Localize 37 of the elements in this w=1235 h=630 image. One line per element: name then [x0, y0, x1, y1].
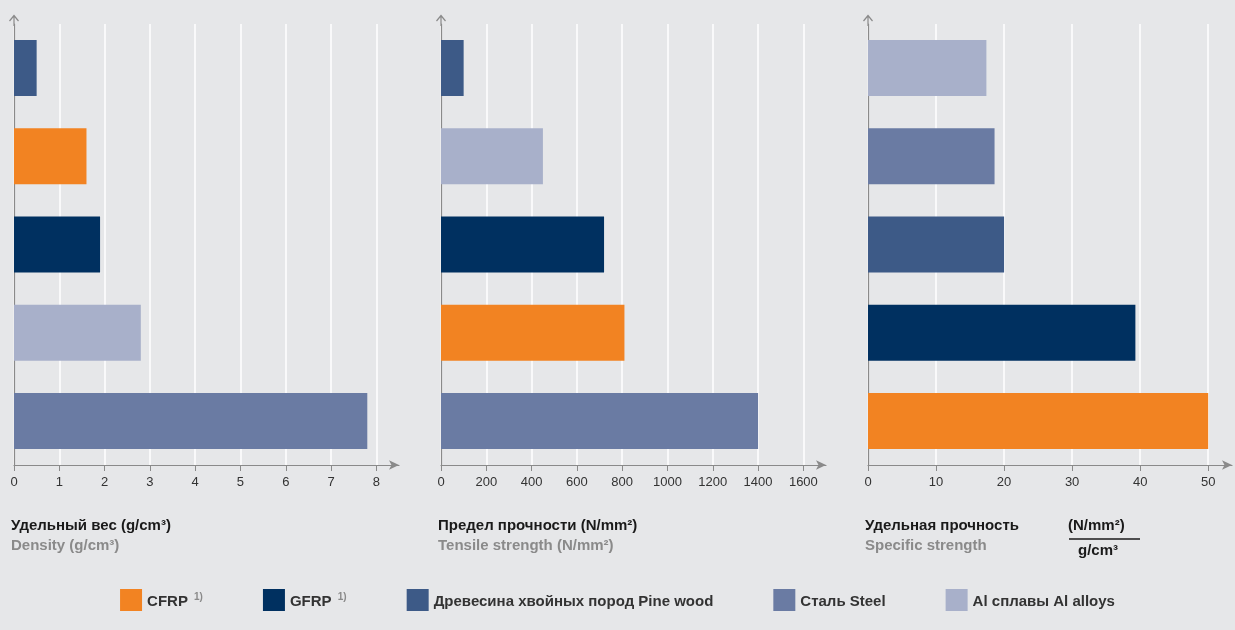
x-tick-label: 50	[1200, 474, 1216, 489]
x-tick-label: 0	[10, 474, 18, 489]
x-axis-title: Удельный вес (g/cm³)	[11, 516, 171, 533]
x-axis-title: Удельная прочность	[865, 516, 1019, 533]
text: (N/mm²)	[1068, 516, 1125, 533]
x-tick-label: 0	[864, 474, 872, 489]
legend-label: Сталь Steel	[800, 591, 886, 609]
text: Density (g/cm³)	[11, 536, 120, 553]
x-tick-label: 1400	[743, 474, 773, 489]
x-tick-label: 4	[191, 474, 199, 489]
x-axis-title: Предел прочности (N/mm²)	[438, 516, 638, 533]
x-tick-label: 800	[611, 474, 634, 489]
x-tick-label: 600	[566, 474, 588, 489]
x-tick-label: 8	[372, 474, 380, 489]
text: Specific strength	[865, 536, 987, 553]
text: Tensile strength (N/mm²)	[438, 536, 614, 553]
x-tick-label: 5	[236, 474, 245, 489]
x-tick-label: 1	[55, 474, 63, 489]
x-tick-label: 20	[996, 474, 1012, 489]
x-tick-label: 7	[327, 474, 335, 489]
x-tick-label: 200	[475, 474, 498, 489]
legend-label: CFRP 1)	[147, 590, 203, 609]
legend-label: Древесина хвойных пород Pine wood	[433, 591, 714, 609]
legend-label: Al сплавы Al alloys	[972, 591, 1115, 609]
x-tick-label: 1600	[788, 474, 818, 489]
x-tick-label: 3	[146, 474, 154, 489]
x-tick-label: 0	[437, 474, 445, 489]
x-tick-label: 6	[282, 474, 290, 489]
text: g/cm³	[1078, 541, 1119, 558]
x-tick-label: 1000	[653, 474, 682, 489]
x-tick-label: 2	[100, 474, 109, 489]
legend-label: GFRP 1)	[289, 590, 347, 609]
x-tick-label: 10	[928, 474, 944, 489]
x-tick-label: 40	[1132, 474, 1148, 489]
x-tick-label: 1200	[698, 474, 728, 489]
x-tick-label: 30	[1064, 474, 1080, 489]
x-tick-label: 400	[520, 474, 543, 489]
